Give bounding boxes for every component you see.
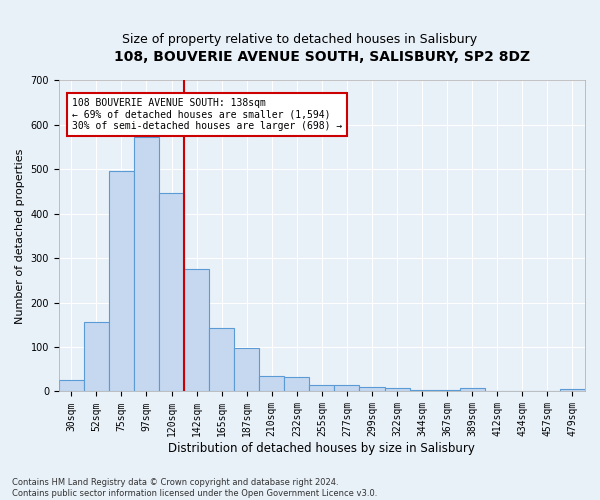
- Bar: [359, 387, 385, 392]
- Bar: [109, 170, 134, 392]
- Bar: [234, 348, 259, 392]
- Bar: [59, 380, 84, 392]
- Bar: [184, 270, 209, 392]
- Bar: [134, 138, 159, 392]
- Y-axis label: Number of detached properties: Number of detached properties: [15, 148, 25, 324]
- Bar: [310, 385, 334, 392]
- Bar: [460, 388, 485, 392]
- Bar: [284, 378, 310, 392]
- Bar: [84, 322, 109, 392]
- Bar: [385, 388, 410, 392]
- Bar: [560, 390, 585, 392]
- Title: 108, BOUVERIE AVENUE SOUTH, SALISBURY, SP2 8DZ: 108, BOUVERIE AVENUE SOUTH, SALISBURY, S…: [114, 50, 530, 64]
- Text: 108 BOUVERIE AVENUE SOUTH: 138sqm
← 69% of detached houses are smaller (1,594)
3: 108 BOUVERIE AVENUE SOUTH: 138sqm ← 69% …: [72, 98, 342, 132]
- Text: Contains HM Land Registry data © Crown copyright and database right 2024.
Contai: Contains HM Land Registry data © Crown c…: [12, 478, 377, 498]
- X-axis label: Distribution of detached houses by size in Salisbury: Distribution of detached houses by size …: [169, 442, 475, 455]
- Bar: [159, 193, 184, 392]
- Bar: [209, 328, 234, 392]
- Bar: [434, 390, 460, 392]
- Text: Size of property relative to detached houses in Salisbury: Size of property relative to detached ho…: [122, 32, 478, 46]
- Bar: [410, 390, 434, 392]
- Bar: [259, 376, 284, 392]
- Bar: [334, 385, 359, 392]
